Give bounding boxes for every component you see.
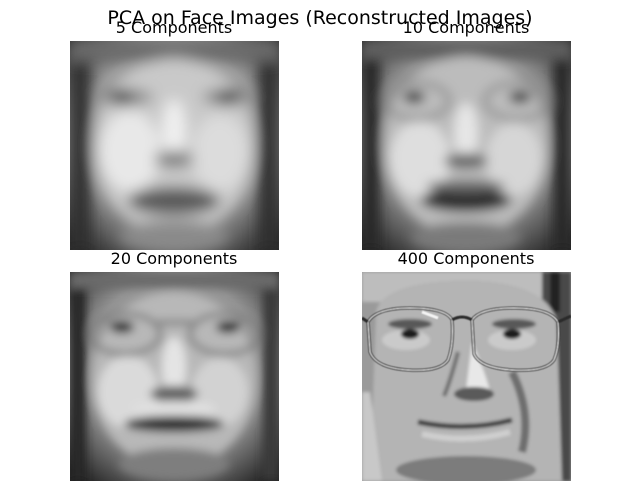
panel-title-20: 20 Components [110, 249, 238, 268]
face-image-5-components [70, 41, 279, 250]
face-image-10-components [362, 41, 571, 250]
face-image-400-components [362, 272, 571, 481]
face-image-20-components [70, 272, 279, 481]
figure-title: PCA on Face Images (Reconstructed Images… [107, 7, 533, 29]
panel-title-10: 10 Components [402, 18, 530, 37]
panel-title-400: 400 Components [397, 249, 535, 268]
panel-title-5: 5 Components [115, 18, 233, 37]
